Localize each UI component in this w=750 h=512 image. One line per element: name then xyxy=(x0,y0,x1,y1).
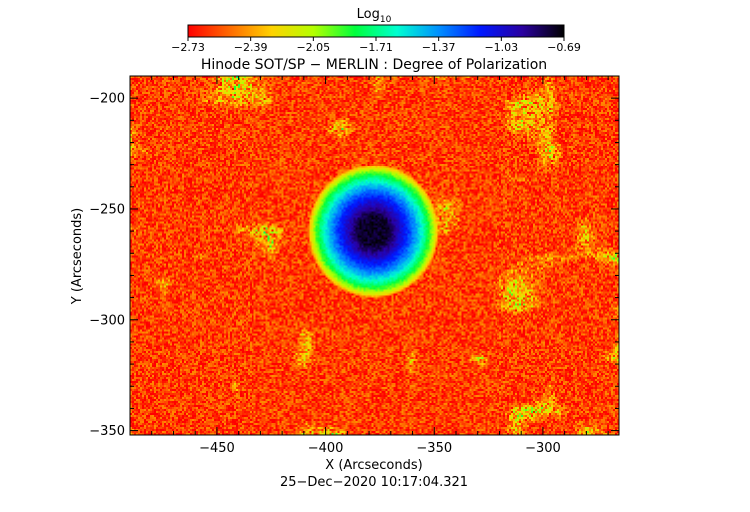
x-axis-label: X (Arcseconds) xyxy=(325,458,422,473)
colorbar-tick-label: −1.03 xyxy=(484,41,518,54)
y-axis-label: Y (Arcseconds) xyxy=(70,208,85,305)
x-tick-label: −450 xyxy=(199,441,235,456)
polarization-map xyxy=(130,76,619,435)
plot-frame xyxy=(129,75,620,436)
chart-title: Hinode SOT/SP − MERLIN : Degree of Polar… xyxy=(201,57,547,73)
x-axis: −450 −400 −350 −300 xyxy=(151,76,609,456)
y-tick-label: −350 xyxy=(89,424,125,439)
y-tick-label: −250 xyxy=(89,202,125,217)
x-tick-label: −300 xyxy=(525,441,561,456)
colorbar-tick-label: −2.73 xyxy=(171,41,205,54)
colorbar-ticks: −2.73 −2.39 −2.05 −1.71 −1.37 −1.03 −0.69 xyxy=(171,37,581,54)
colorbar-tick-label: −0.69 xyxy=(547,41,581,54)
y-axis: −200 −250 −300 −350 xyxy=(89,75,619,439)
x-tick-label: −350 xyxy=(416,441,452,456)
y-tick-label: −200 xyxy=(89,92,125,107)
timestamp: 25−Dec−2020 10:17:04.321 xyxy=(280,475,468,490)
colorbar-tick-label: −1.37 xyxy=(422,41,456,54)
colorbar-tick-label: −1.71 xyxy=(359,41,393,54)
y-tick-label: −300 xyxy=(89,313,125,328)
colorbar-label: Log10 xyxy=(357,7,392,25)
colorbar: Log10 −2.73 −2.39 −2.05 −1.71 −1.37 −1.03 −0.6… xyxy=(171,7,581,54)
x-tick-label: −400 xyxy=(308,441,344,456)
plot-area xyxy=(130,76,619,435)
colorbar-tick-label: −2.05 xyxy=(296,41,330,54)
colorbar-gradient xyxy=(187,24,565,38)
colorbar-tick-label: −2.39 xyxy=(234,41,268,54)
